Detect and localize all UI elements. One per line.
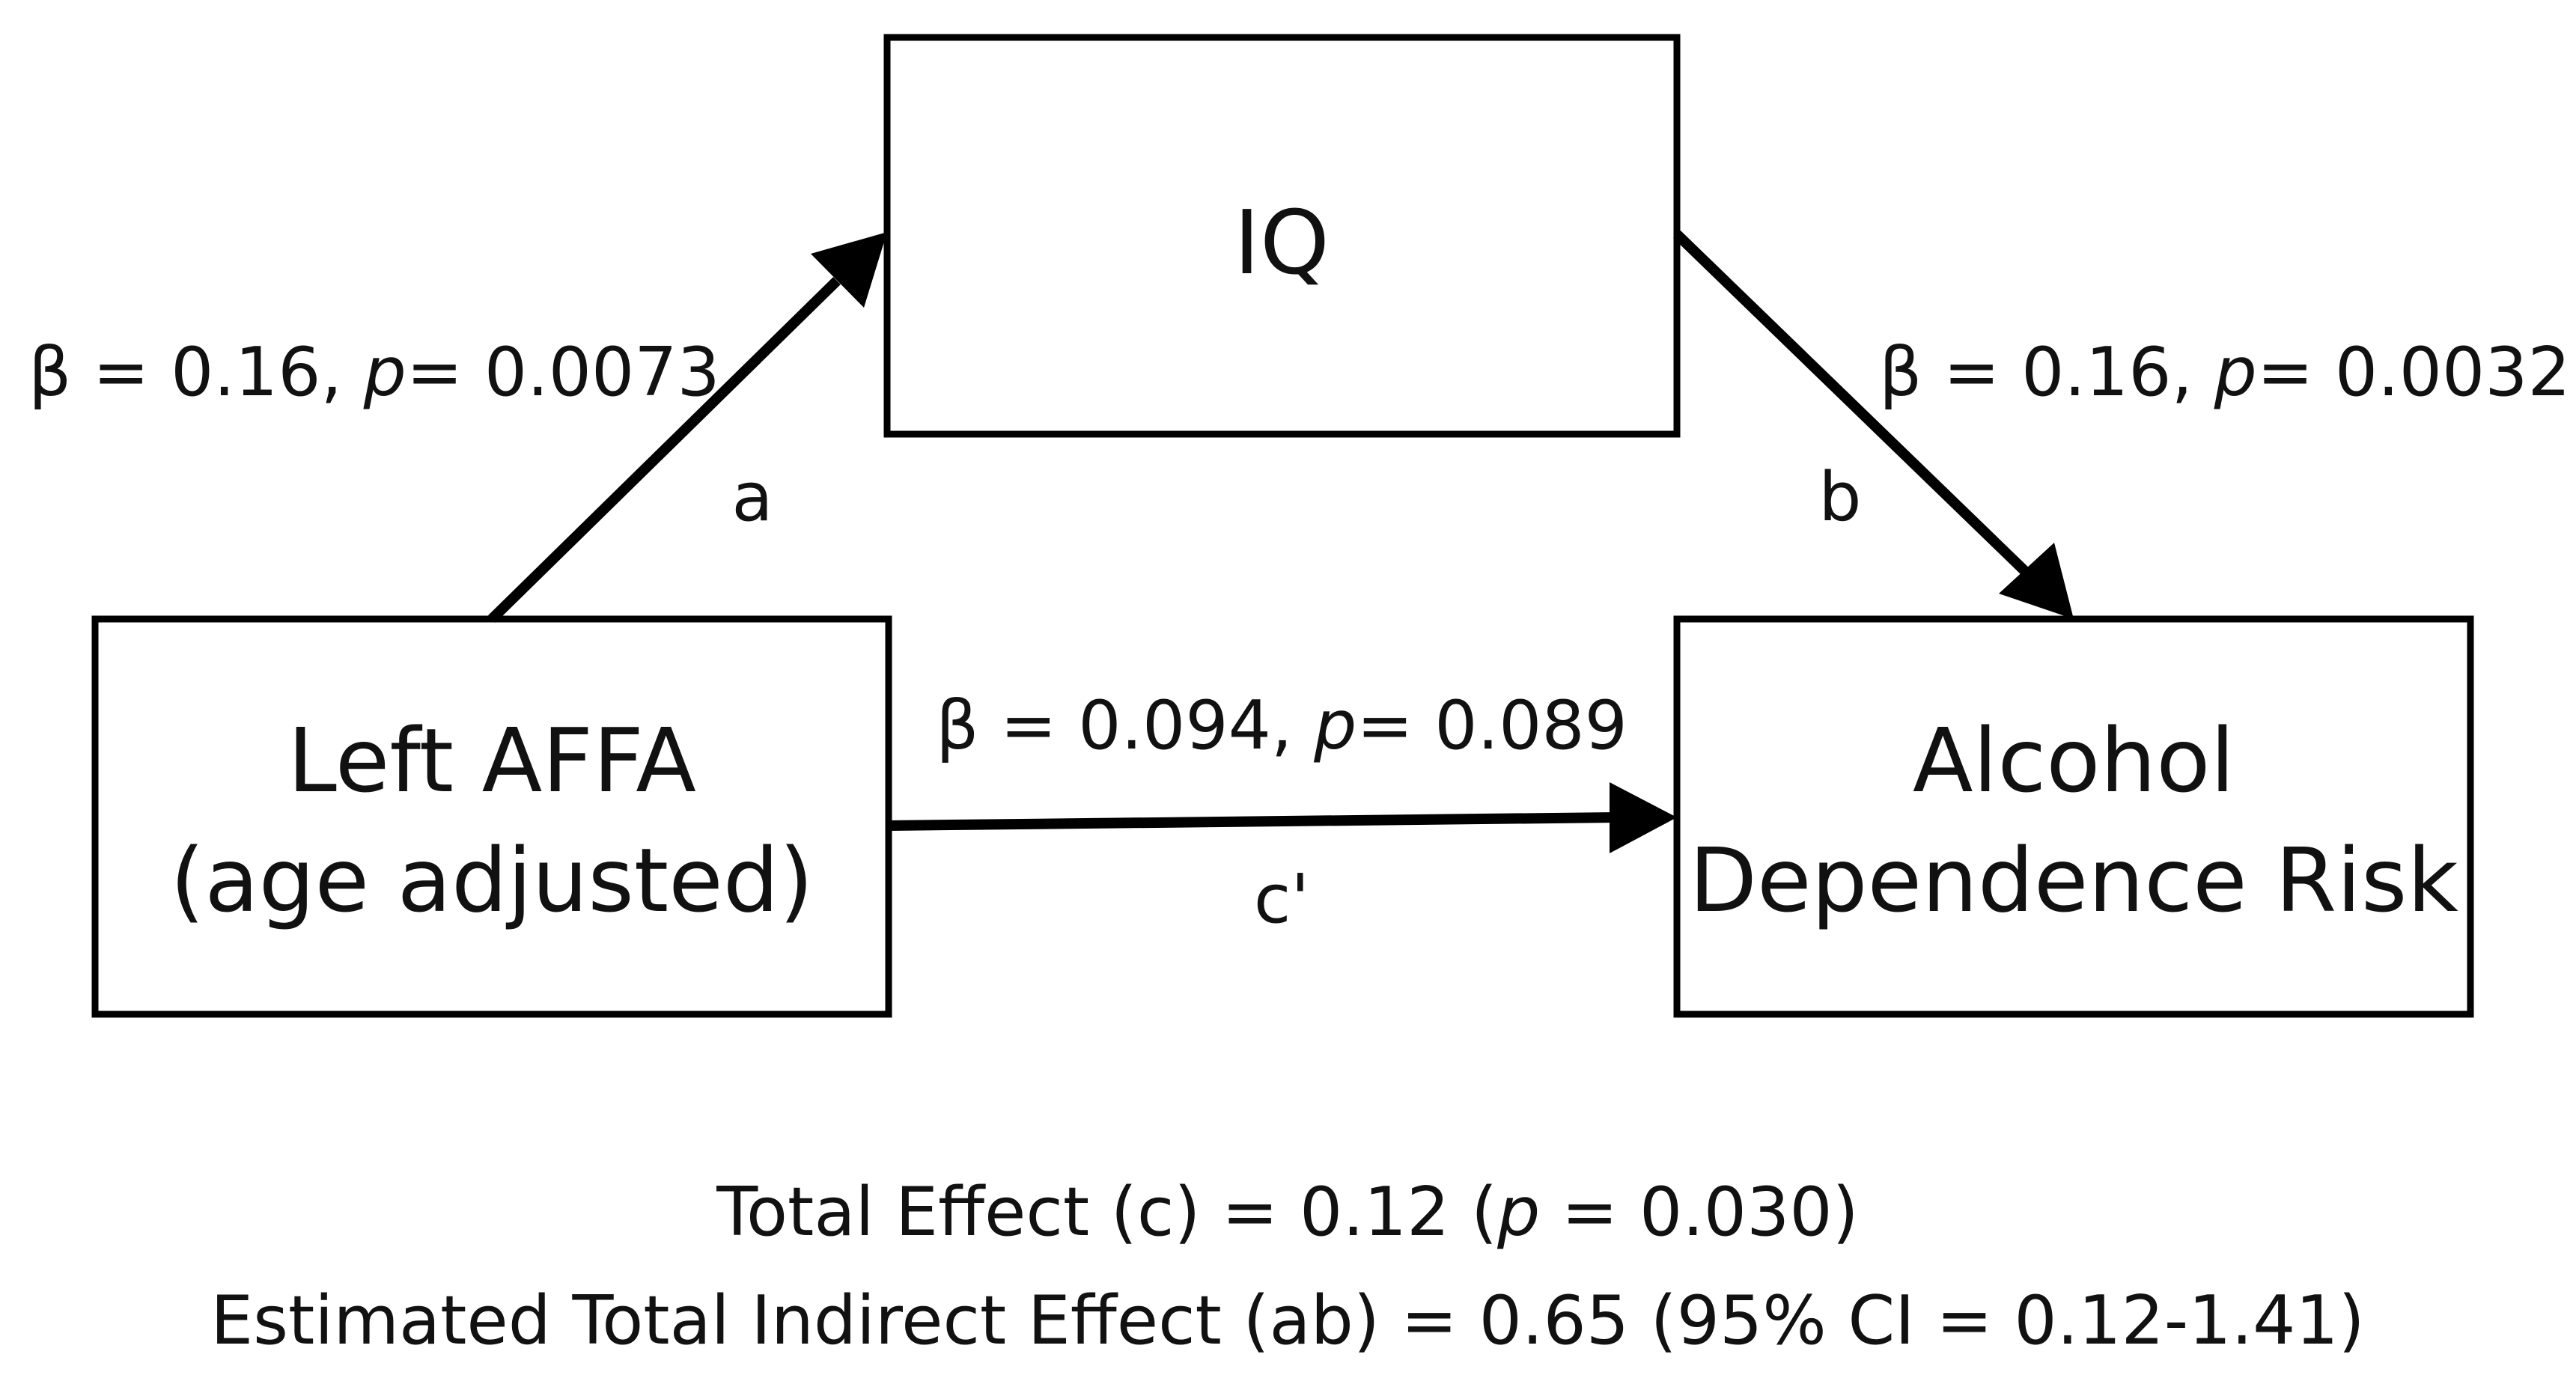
path-a-letter: a bbox=[731, 458, 773, 537]
outcome-node: Alcohol Dependence Risk bbox=[1673, 615, 2474, 1018]
path-c-prime-coefficient: β = 0.094, p= 0.089 bbox=[936, 686, 1627, 765]
outcome-box bbox=[1673, 615, 2474, 1018]
path-b-arrowhead bbox=[1999, 543, 2074, 619]
predictor-box bbox=[91, 615, 892, 1018]
path-b-letter: b bbox=[1818, 458, 1861, 537]
outcome-label-line2: Dependence Risk bbox=[1689, 829, 2458, 932]
mediator-box bbox=[883, 34, 1681, 438]
path-a-coefficient: β = 0.16, p= 0.0073 bbox=[28, 333, 720, 412]
predictor-label-line1: Left AFFA bbox=[287, 709, 696, 812]
path-a: β = 0.16, p= 0.0073 a bbox=[28, 232, 887, 623]
predictor-label-line2: (age adjusted) bbox=[170, 829, 813, 932]
mediator-label: IQ bbox=[1234, 191, 1330, 294]
mediator-node: IQ bbox=[883, 34, 1681, 438]
path-c-prime: β = 0.094, p= 0.089 c' bbox=[888, 686, 1677, 939]
path-c-prime-letter: c' bbox=[1254, 860, 1309, 939]
path-a-arrowhead bbox=[811, 232, 887, 308]
indirect-effect-text: Estimated Total Indirect Effect (ab) = 0… bbox=[210, 1281, 2364, 1360]
outcome-label-line1: Alcohol bbox=[1913, 709, 2235, 812]
total-effect-text: Total Effect (c) = 0.12 (p = 0.030) bbox=[716, 1173, 1858, 1252]
predictor-node: Left AFFA (age adjusted) bbox=[91, 615, 892, 1018]
path-b: β = 0.16, p= 0.0032 b bbox=[1673, 230, 2571, 619]
path-b-line bbox=[1673, 230, 2031, 578]
path-c-prime-line bbox=[888, 812, 1618, 831]
effects-summary: Total Effect (c) = 0.12 (p = 0.030) Esti… bbox=[210, 1173, 2364, 1360]
path-b-coefficient: β = 0.16, p= 0.0032 bbox=[1879, 333, 2571, 412]
path-c-prime-arrowhead bbox=[1610, 782, 1677, 853]
path-a-line bbox=[488, 277, 841, 623]
